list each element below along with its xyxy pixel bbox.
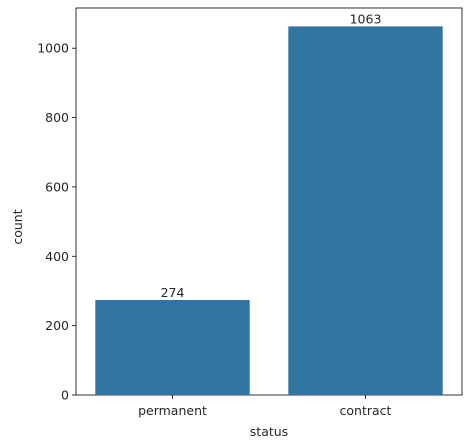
x-tick-label-contract: contract xyxy=(340,403,392,418)
y-axis-label: count xyxy=(10,209,25,244)
y-tick-label-600: 600 xyxy=(45,179,69,194)
y-axis: 0 200 400 600 800 1000 xyxy=(37,41,76,403)
data-label-contract: 1063 xyxy=(350,11,382,26)
y-tick-label-200: 200 xyxy=(45,318,69,333)
bars-group xyxy=(95,26,443,396)
y-tick-label-1000: 1000 xyxy=(37,41,69,56)
plot-frame xyxy=(75,7,463,396)
y-tick-label-0: 0 xyxy=(61,388,69,403)
x-axis-label: status xyxy=(250,424,288,439)
y-tick-label-800: 800 xyxy=(45,110,69,125)
data-label-permanent: 274 xyxy=(161,285,185,300)
x-tick-label-permanent: permanent xyxy=(138,403,207,418)
plot-spines xyxy=(75,7,463,396)
bar-permanent xyxy=(95,299,250,395)
x-axis: permanent contract xyxy=(138,395,392,418)
y-tick-label-400: 400 xyxy=(45,249,69,264)
data-labels-group: 274 1063 xyxy=(161,11,382,300)
bar-contract xyxy=(288,26,443,396)
